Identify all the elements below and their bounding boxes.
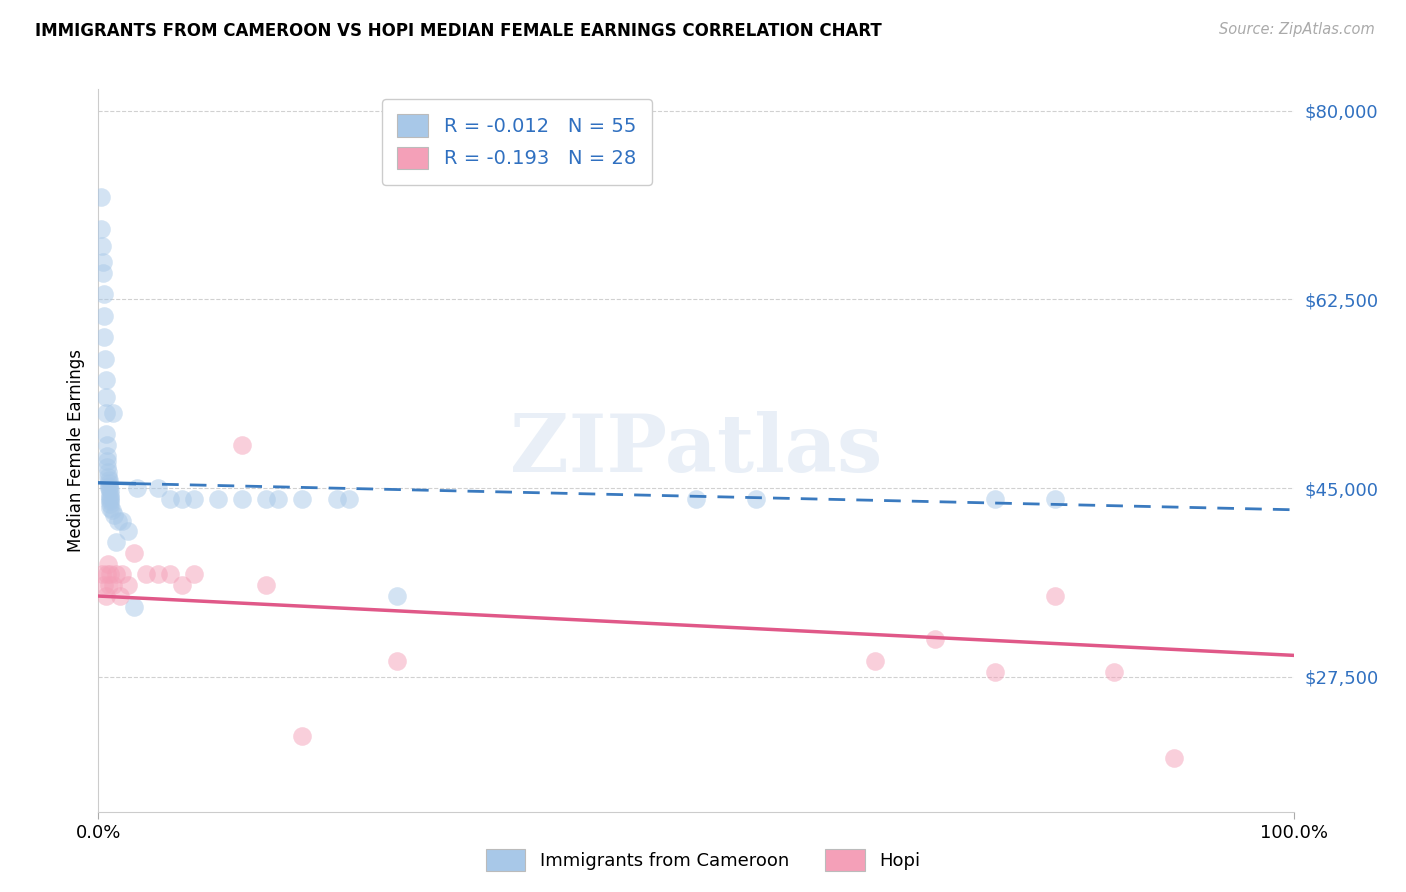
- Point: [94, 589, 117, 603]
- Point: [172, 491, 194, 506]
- Point: [183, 567, 205, 582]
- Point: [96, 567, 118, 582]
- Point: [117, 578, 139, 592]
- Point: [94, 373, 117, 387]
- Point: [254, 578, 277, 592]
- Point: [124, 546, 146, 560]
- Point: [1043, 589, 1066, 603]
- Point: [94, 390, 117, 404]
- Point: [385, 589, 409, 603]
- Point: [101, 578, 124, 592]
- Point: [98, 490, 121, 504]
- Point: [98, 500, 122, 515]
- Point: [148, 481, 170, 495]
- Point: [96, 427, 118, 442]
- Point: [159, 567, 181, 582]
- Point: [93, 578, 115, 592]
- Point: [267, 491, 290, 506]
- Legend: Immigrants from Cameroon, Hopi: Immigrants from Cameroon, Hopi: [478, 842, 928, 879]
- Point: [97, 557, 120, 571]
- Point: [96, 454, 118, 468]
- Point: [96, 438, 118, 452]
- Point: [159, 491, 181, 506]
- Point: [93, 330, 115, 344]
- Point: [865, 654, 887, 668]
- Point: [91, 567, 114, 582]
- Point: [97, 470, 120, 484]
- Point: [97, 473, 120, 487]
- Point: [98, 494, 122, 508]
- Point: [96, 459, 118, 474]
- Point: [93, 287, 115, 301]
- Point: [98, 479, 121, 493]
- Point: [339, 491, 361, 506]
- Point: [124, 599, 146, 614]
- Text: IMMIGRANTS FROM CAMEROON VS HOPI MEDIAN FEMALE EARNINGS CORRELATION CHART: IMMIGRANTS FROM CAMEROON VS HOPI MEDIAN …: [35, 22, 882, 40]
- Point: [148, 567, 170, 582]
- Legend: R = -0.012   N = 55, R = -0.193   N = 28: R = -0.012 N = 55, R = -0.193 N = 28: [381, 99, 652, 185]
- Point: [111, 514, 134, 528]
- Point: [105, 535, 128, 549]
- Point: [90, 190, 112, 204]
- Point: [97, 465, 120, 479]
- Point: [984, 665, 1007, 679]
- Point: [1104, 665, 1126, 679]
- Point: [96, 449, 118, 463]
- Point: [125, 481, 148, 495]
- Point: [105, 567, 128, 582]
- Point: [98, 497, 122, 511]
- Point: [108, 589, 131, 603]
- Point: [1163, 751, 1185, 765]
- Point: [96, 406, 118, 420]
- Point: [100, 502, 122, 516]
- Point: [291, 729, 314, 743]
- Point: [172, 578, 194, 592]
- Point: [101, 406, 124, 420]
- Point: [685, 491, 707, 506]
- Point: [91, 266, 114, 280]
- Point: [207, 491, 229, 506]
- Point: [98, 481, 121, 495]
- Point: [254, 491, 277, 506]
- Point: [98, 491, 122, 506]
- Point: [984, 491, 1007, 506]
- Point: [93, 309, 115, 323]
- Point: [94, 351, 117, 366]
- Point: [107, 514, 129, 528]
- Point: [231, 438, 253, 452]
- Point: [231, 491, 253, 506]
- Point: [1043, 491, 1066, 506]
- Point: [135, 567, 157, 582]
- Point: [98, 578, 121, 592]
- Point: [326, 491, 349, 506]
- Point: [924, 632, 946, 647]
- Point: [98, 567, 122, 582]
- Point: [98, 486, 121, 500]
- Point: [103, 508, 125, 523]
- Text: ZIPatlas: ZIPatlas: [510, 411, 882, 490]
- Point: [111, 567, 134, 582]
- Y-axis label: Median Female Earnings: Median Female Earnings: [66, 349, 84, 552]
- Point: [745, 491, 768, 506]
- Point: [91, 254, 114, 268]
- Point: [98, 483, 121, 498]
- Point: [90, 222, 112, 236]
- Point: [91, 238, 114, 252]
- Point: [97, 475, 120, 490]
- Point: [385, 654, 409, 668]
- Point: [291, 491, 314, 506]
- Point: [183, 491, 205, 506]
- Point: [117, 524, 139, 539]
- Text: Source: ZipAtlas.com: Source: ZipAtlas.com: [1219, 22, 1375, 37]
